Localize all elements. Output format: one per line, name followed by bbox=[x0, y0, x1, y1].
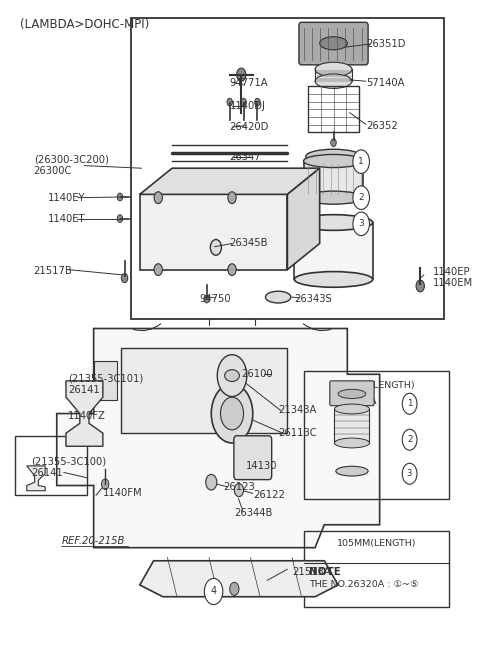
Text: 26123: 26123 bbox=[223, 482, 254, 492]
Text: 26343S: 26343S bbox=[294, 294, 332, 304]
Ellipse shape bbox=[303, 191, 363, 204]
Bar bbox=[140, 194, 288, 269]
Text: 1: 1 bbox=[407, 399, 412, 408]
Ellipse shape bbox=[315, 74, 352, 89]
Circle shape bbox=[230, 582, 239, 595]
Ellipse shape bbox=[294, 215, 372, 231]
Polygon shape bbox=[140, 560, 338, 597]
Circle shape bbox=[210, 240, 221, 255]
Circle shape bbox=[220, 397, 243, 430]
Text: (LAMBDA>DOHC-MPI): (LAMBDA>DOHC-MPI) bbox=[20, 18, 149, 31]
Text: (21355-3C100)
26141: (21355-3C100) 26141 bbox=[31, 457, 107, 478]
Circle shape bbox=[117, 193, 123, 201]
Text: 26347: 26347 bbox=[230, 152, 261, 162]
Circle shape bbox=[353, 186, 370, 210]
Circle shape bbox=[241, 98, 246, 106]
Text: 26100: 26100 bbox=[241, 369, 273, 379]
Text: 26351D: 26351D bbox=[366, 39, 405, 49]
Polygon shape bbox=[66, 381, 103, 446]
Circle shape bbox=[353, 212, 370, 236]
Text: 26344B: 26344B bbox=[234, 508, 273, 518]
Circle shape bbox=[204, 578, 223, 604]
Polygon shape bbox=[140, 168, 320, 194]
Circle shape bbox=[402, 429, 417, 450]
Circle shape bbox=[237, 68, 246, 81]
Text: 1140DJ: 1140DJ bbox=[230, 101, 265, 111]
Ellipse shape bbox=[320, 37, 348, 50]
Bar bbox=[121, 348, 288, 433]
Bar bbox=[303, 161, 363, 198]
Circle shape bbox=[331, 139, 336, 147]
Bar bbox=[335, 409, 370, 443]
Text: 57140A: 57140A bbox=[366, 78, 404, 88]
FancyBboxPatch shape bbox=[299, 22, 368, 65]
Ellipse shape bbox=[294, 271, 372, 287]
Text: (21355-3C101)
26141: (21355-3C101) 26141 bbox=[68, 373, 144, 395]
Circle shape bbox=[228, 192, 236, 204]
Ellipse shape bbox=[311, 215, 357, 227]
Circle shape bbox=[154, 263, 162, 275]
Circle shape bbox=[416, 280, 424, 292]
Circle shape bbox=[211, 384, 253, 443]
Circle shape bbox=[154, 192, 162, 204]
Ellipse shape bbox=[336, 466, 368, 476]
Ellipse shape bbox=[265, 291, 291, 303]
Circle shape bbox=[217, 355, 247, 397]
Circle shape bbox=[121, 273, 128, 283]
Ellipse shape bbox=[335, 438, 370, 448]
Text: 2: 2 bbox=[359, 193, 364, 202]
Circle shape bbox=[402, 463, 417, 484]
Text: 21343A: 21343A bbox=[278, 405, 316, 415]
Ellipse shape bbox=[338, 390, 366, 399]
Polygon shape bbox=[57, 328, 380, 548]
Polygon shape bbox=[27, 466, 45, 491]
Text: 3: 3 bbox=[407, 469, 412, 478]
Circle shape bbox=[204, 295, 209, 303]
Polygon shape bbox=[94, 361, 117, 401]
Text: 4: 4 bbox=[211, 587, 216, 597]
Ellipse shape bbox=[303, 154, 363, 168]
Text: 3: 3 bbox=[358, 219, 364, 229]
Polygon shape bbox=[288, 168, 320, 269]
Bar bbox=[303, 532, 449, 606]
Text: 130MM(LENGTH): 130MM(LENGTH) bbox=[336, 381, 416, 390]
Circle shape bbox=[227, 98, 232, 106]
Text: 1140FZ: 1140FZ bbox=[68, 411, 106, 421]
Ellipse shape bbox=[315, 62, 352, 77]
Text: (26300-3C200)
26300C: (26300-3C200) 26300C bbox=[34, 154, 108, 175]
Bar bbox=[308, 87, 359, 132]
Text: 26113C: 26113C bbox=[278, 428, 317, 438]
Bar bbox=[131, 18, 444, 319]
Bar bbox=[15, 436, 87, 495]
Circle shape bbox=[117, 215, 123, 223]
Text: 21513A: 21513A bbox=[292, 567, 331, 577]
Text: 26345B: 26345B bbox=[230, 238, 268, 248]
Text: REF.20-215B: REF.20-215B bbox=[61, 536, 125, 546]
Text: THE NO.26320A : ①~⑤: THE NO.26320A : ①~⑤ bbox=[309, 579, 419, 589]
FancyBboxPatch shape bbox=[234, 436, 272, 480]
Ellipse shape bbox=[306, 149, 361, 164]
Ellipse shape bbox=[225, 370, 240, 382]
Circle shape bbox=[101, 479, 109, 489]
Circle shape bbox=[234, 484, 243, 497]
Text: 1140EP
1140EM: 1140EP 1140EM bbox=[432, 267, 473, 288]
Circle shape bbox=[402, 394, 417, 414]
Text: 2: 2 bbox=[407, 435, 412, 444]
Text: 94771A: 94771A bbox=[230, 78, 268, 87]
Bar bbox=[294, 223, 372, 279]
Text: 1140ET: 1140ET bbox=[48, 214, 85, 223]
Text: 94750: 94750 bbox=[200, 294, 231, 304]
Bar bbox=[303, 371, 449, 499]
Text: 26352: 26352 bbox=[366, 121, 397, 131]
Text: 14130: 14130 bbox=[246, 461, 277, 471]
Text: 1: 1 bbox=[358, 157, 364, 166]
FancyBboxPatch shape bbox=[330, 381, 374, 406]
Circle shape bbox=[254, 98, 260, 106]
Ellipse shape bbox=[335, 404, 370, 414]
Text: 1140FM: 1140FM bbox=[103, 488, 143, 499]
Text: 1140EY: 1140EY bbox=[48, 193, 85, 202]
Text: 21517B: 21517B bbox=[34, 266, 72, 276]
Text: NOTE: NOTE bbox=[309, 567, 341, 577]
Text: 26122: 26122 bbox=[253, 489, 285, 500]
Circle shape bbox=[206, 474, 217, 490]
